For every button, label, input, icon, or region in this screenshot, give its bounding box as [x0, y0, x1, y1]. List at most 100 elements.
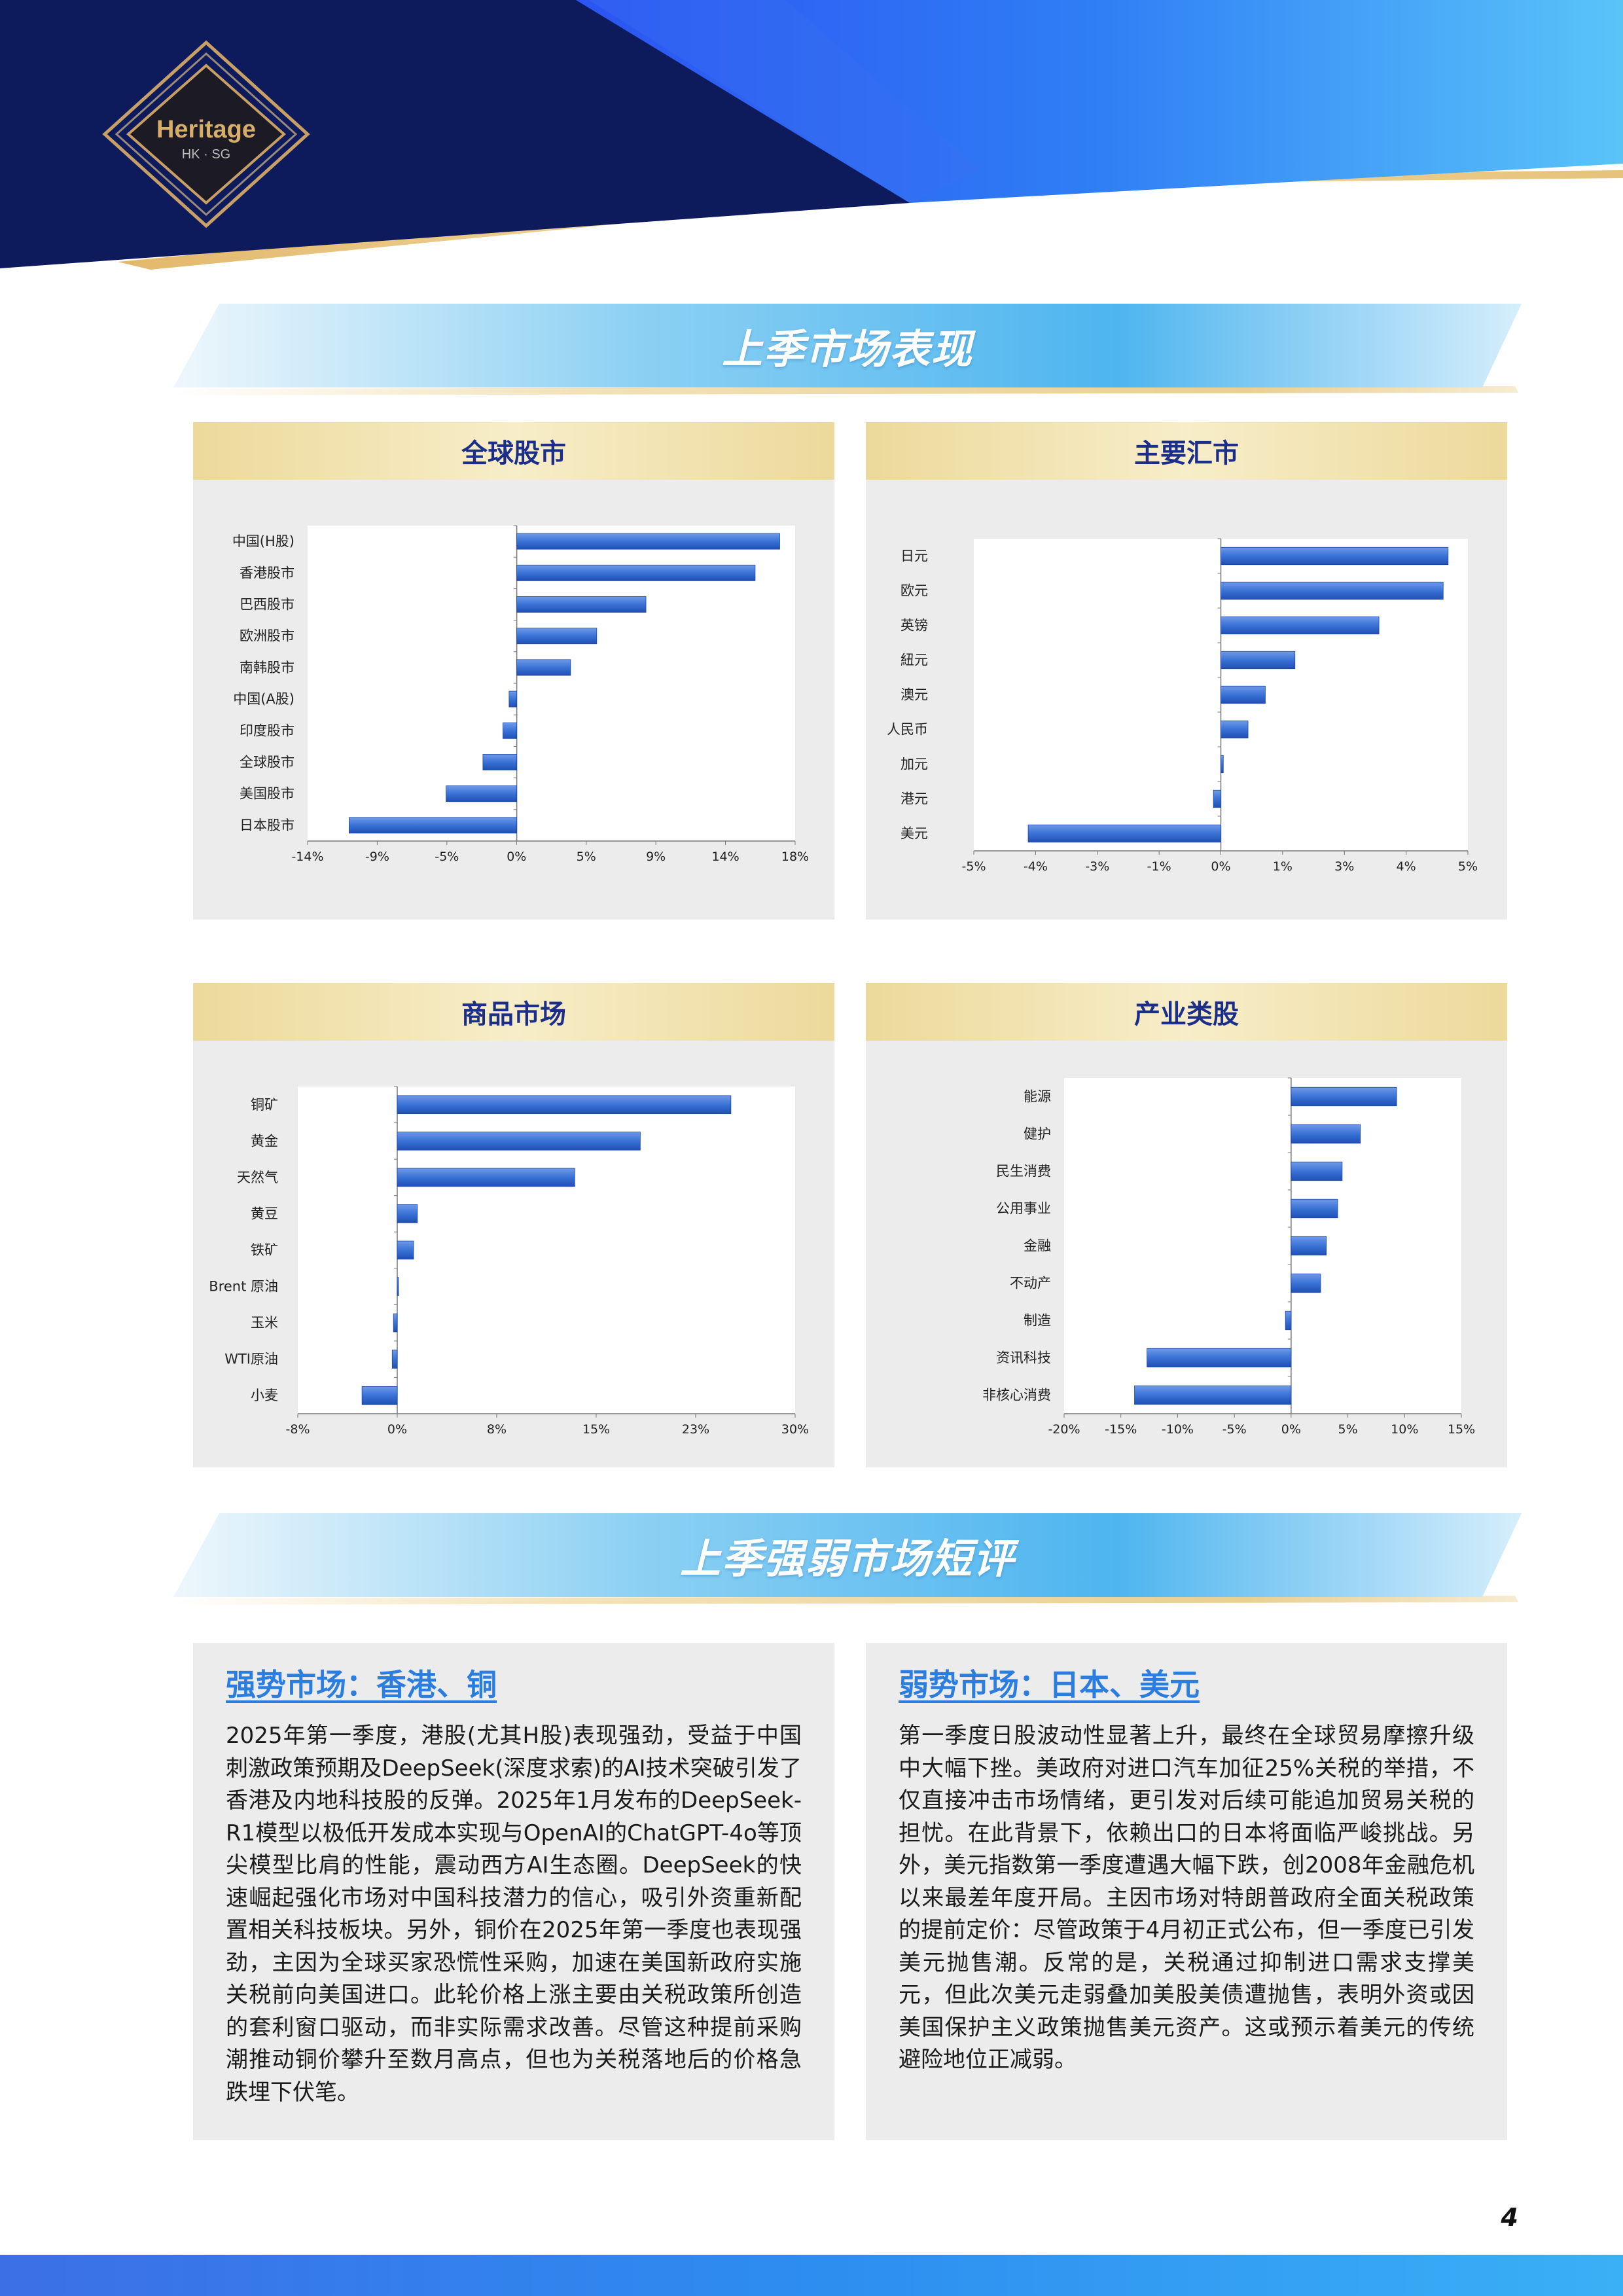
bar [503, 722, 518, 739]
category-label: 美元 [901, 826, 928, 842]
bar [1221, 720, 1249, 739]
x-tick-label: -1% [1147, 859, 1171, 874]
panel-global-equities: 全球股市 中国(H股) 香港股市巴西股市欧洲股市南韩股市中国(A股) 印度股市全球股… [193, 422, 834, 920]
x-tick-label: -4% [1024, 859, 1048, 874]
category-label: 美国股市 [240, 786, 294, 802]
x-tick-label: -5% [962, 859, 986, 874]
x-tick-label: -14% [291, 850, 323, 864]
panel-title-major-currencies: 主要汇市 [866, 422, 1507, 480]
category-label: 资讯科技 [996, 1350, 1051, 1366]
page-number: 4 [1501, 2203, 1518, 2232]
bar [397, 1204, 418, 1223]
bar [393, 1313, 398, 1333]
bar [1285, 1310, 1292, 1331]
category-label: 欧洲股市 [240, 628, 294, 644]
category-label: 香港股市 [240, 565, 294, 581]
bar [397, 1132, 641, 1151]
category-label: 不动产 [1010, 1276, 1051, 1291]
review-weak-panel: 弱势市场：日本、美元 第一季度日股波动性显著上升，最终在全球贸易摩擦升级中大幅下… [866, 1643, 1507, 2140]
bar [1221, 651, 1296, 670]
bar [516, 659, 571, 676]
category-label: 紐元 [901, 653, 928, 668]
x-tick-label: 9% [646, 850, 666, 864]
review-weak-body: 第一季度日股波动性显著上升，最终在全球贸易摩擦升级中大幅下挫。美政府对进口汽车加… [899, 1723, 1474, 2073]
bar [1291, 1161, 1343, 1181]
category-label: 铁矿 [251, 1242, 278, 1258]
category-label: 小麦 [251, 1388, 278, 1403]
x-tick-label: 8% [487, 1422, 507, 1437]
category-label: 铜矿 [251, 1097, 278, 1113]
category-label: 能源 [1024, 1089, 1051, 1105]
footer-bar [0, 2255, 1623, 2296]
logo-text: Heritage [156, 116, 256, 143]
category-label: 金融 [1024, 1238, 1051, 1254]
bar [397, 1240, 414, 1260]
logo-sub: HK · SG [182, 147, 230, 162]
header-graphic [0, 0, 1623, 281]
x-tick-label: -5% [435, 850, 459, 864]
section-title-performance: 上季市场表现 [721, 325, 973, 373]
category-label: 黄金 [251, 1133, 278, 1149]
heritage-logo: Heritage HK · SG [102, 40, 310, 228]
category-label: 天然气 [237, 1170, 278, 1185]
x-tick-label: 0% [387, 1422, 407, 1437]
x-tick-label: 10% [1391, 1422, 1418, 1437]
bar [1027, 824, 1221, 843]
bar [397, 1277, 399, 1296]
bar [1221, 685, 1266, 704]
x-tick-label: 15% [582, 1422, 610, 1437]
x-tick-label: -5% [1222, 1422, 1247, 1437]
bar [391, 1350, 398, 1369]
x-tick-label: -8% [286, 1422, 310, 1437]
review-strong-panel: 强势市场：香港、铜 2025年第一季度，港股(尤其H股)表现强劲，受益于中国刺激… [193, 1643, 834, 2140]
category-label: 港元 [901, 791, 928, 807]
category-label: 南韩股市 [240, 660, 294, 675]
panel-sectors: 产业类股 能源 健护 民生消费 公用事业 金融 不动产 制造 资讯科技 非核心消费 -20% -15… [866, 983, 1507, 1467]
category-label: 人民币 [887, 722, 928, 738]
bar [516, 628, 597, 645]
bar [1213, 789, 1221, 808]
category-label: 制造 [1024, 1313, 1051, 1329]
category-label: 欧元 [901, 583, 928, 599]
category-label: 全球股市 [240, 755, 294, 770]
x-tick-label: -3% [1085, 859, 1109, 874]
bar [1147, 1348, 1292, 1368]
bar [516, 596, 647, 613]
category-label: 中国(A股) [233, 691, 294, 707]
x-tick-label: 23% [682, 1422, 709, 1437]
category-label: WTI原油 [224, 1352, 278, 1367]
x-tick-label: 15% [1448, 1422, 1475, 1437]
category-label: 日元 [901, 548, 928, 564]
bar [397, 1095, 732, 1115]
x-tick-label: -10% [1162, 1422, 1194, 1437]
x-tick-label: 0% [1281, 1422, 1301, 1437]
section-banner-review: 上季强弱市场短评 [173, 1512, 1522, 1605]
bar [1221, 616, 1380, 635]
category-label: 中国(H股) [232, 533, 294, 549]
bar [516, 564, 756, 581]
category-label: 玉米 [251, 1315, 278, 1331]
bar [482, 754, 518, 770]
x-tick-label: -9% [365, 850, 389, 864]
bar [446, 785, 518, 802]
x-tick-label: -15% [1105, 1422, 1137, 1437]
bar [516, 533, 780, 550]
category-label: 印度股市 [240, 723, 294, 738]
bar [1221, 547, 1449, 565]
x-tick-label: 18% [781, 850, 809, 864]
x-tick-label: 0% [1211, 859, 1230, 874]
review-strong-title: 强势市场：香港、铜 [226, 1667, 497, 1702]
x-tick-label: 5% [1338, 1422, 1357, 1437]
bar [1134, 1385, 1292, 1405]
category-label: 公用事业 [996, 1201, 1051, 1217]
review-weak-title: 弱势市场：日本、美元 [899, 1667, 1200, 1702]
x-tick-label: 30% [781, 1422, 809, 1437]
bar [1291, 1124, 1361, 1144]
category-label: Brent 原油 [209, 1279, 278, 1295]
review-strong-body: 2025年第一季度，港股(尤其H股)表现强劲，受益于中国刺激政策预期及DeepS… [226, 1723, 802, 2106]
category-label: 巴西股市 [240, 597, 294, 613]
